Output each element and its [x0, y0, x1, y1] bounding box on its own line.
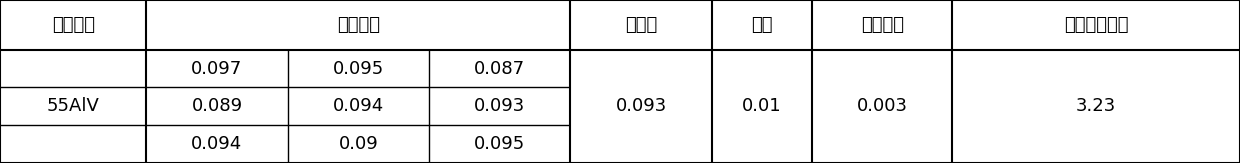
Text: 测定结果: 测定结果 [337, 16, 379, 34]
Text: 极差: 极差 [751, 16, 773, 34]
Text: 0.09: 0.09 [339, 135, 378, 153]
Text: 3.23: 3.23 [1076, 97, 1116, 115]
Text: 0.093: 0.093 [615, 97, 667, 115]
Text: 0.01: 0.01 [743, 97, 781, 115]
Text: 0.093: 0.093 [474, 97, 526, 115]
Text: 相对标准偏差: 相对标准偏差 [1064, 16, 1128, 34]
Text: 标准偏差: 标准偏差 [861, 16, 904, 34]
Text: 0.095: 0.095 [474, 135, 526, 153]
Text: 0.089: 0.089 [191, 97, 243, 115]
Text: 0.087: 0.087 [474, 60, 526, 78]
Text: 0.097: 0.097 [191, 60, 243, 78]
Text: 0.094: 0.094 [332, 97, 384, 115]
Text: 0.003: 0.003 [857, 97, 908, 115]
Text: 0.094: 0.094 [191, 135, 243, 153]
Text: 平均值: 平均值 [625, 16, 657, 34]
Text: 0.095: 0.095 [332, 60, 384, 78]
Text: 55AlV: 55AlV [47, 97, 99, 115]
Text: 样品名称: 样品名称 [52, 16, 94, 34]
